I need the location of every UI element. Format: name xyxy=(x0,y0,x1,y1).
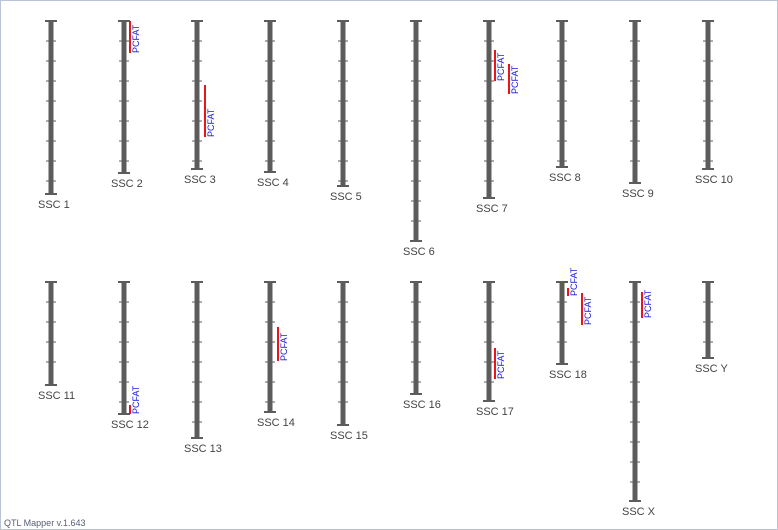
chromosome-label: SSC 18 xyxy=(549,369,587,381)
chromosome-14: SSC 14 PCFAT xyxy=(257,281,295,429)
chromosome-bar[interactable] xyxy=(413,282,419,394)
chromosome-bar[interactable] xyxy=(632,21,638,183)
chromosome-label: SSC 11 xyxy=(38,390,75,402)
chromosome-bar[interactable] xyxy=(632,282,638,501)
qtl-trait-label[interactable]: PCFAT xyxy=(131,24,141,53)
chromosome-label: SSC 1 xyxy=(38,199,70,211)
chromosome-15: SSC 15 xyxy=(330,281,368,442)
chromosome-bar[interactable] xyxy=(705,21,711,169)
chromosome-label: SSC 7 xyxy=(476,203,508,215)
chromosome-bar[interactable] xyxy=(705,282,711,358)
chromosome-bar[interactable] xyxy=(121,282,127,414)
chromosome-label: SSC 15 xyxy=(330,430,368,442)
chromosome-2: SSC 2 PCFAT xyxy=(111,20,143,190)
chromosome-19: SSC X PCFAT xyxy=(622,281,656,518)
chromosome-label: SSC 3 xyxy=(184,174,216,186)
chromosome-bar[interactable] xyxy=(194,282,200,438)
chromosome-18: SSC 18 PCFAT PCFAT xyxy=(549,267,593,381)
chromosome-5: SSC 5 xyxy=(330,20,362,203)
qtl-trait-label[interactable]: PCFAT xyxy=(496,52,506,81)
chromosome-bar[interactable] xyxy=(267,21,273,172)
chromosome-bar[interactable] xyxy=(121,21,127,173)
chromosome-bar[interactable] xyxy=(486,21,492,198)
chromosome-label: SSC 4 xyxy=(257,177,289,189)
qtl-trait-label[interactable]: PCFAT xyxy=(206,108,216,137)
version-label: QTL Mapper v.1.643 xyxy=(4,518,86,528)
chromosome-label: SSC 2 xyxy=(111,178,143,190)
chromosome-label: SSC Y xyxy=(695,363,728,375)
qtl-trait-label[interactable]: PCFAT xyxy=(131,385,141,414)
chromosome-label: SSC 9 xyxy=(622,188,654,200)
chromosome-9: SSC 9 xyxy=(622,20,654,200)
qtl-trait-label[interactable]: PCFAT xyxy=(496,350,506,379)
qtl-trait-label[interactable]: PCFAT xyxy=(643,289,653,318)
chromosome-bar[interactable] xyxy=(486,282,492,401)
chromosome-1: SSC 1 xyxy=(38,20,70,211)
qtl-trait-label[interactable]: PCFAT xyxy=(279,332,289,361)
chromosome-7: SSC 7 PCFAT PCFAT xyxy=(476,20,520,215)
chromosome-11: SSC 11 xyxy=(38,281,75,402)
qtl-trait-label[interactable]: PCFAT xyxy=(583,296,593,325)
chromosome-label: SSC 17 xyxy=(476,406,514,418)
chromosome-3: SSC 3 PCFAT xyxy=(184,20,216,186)
chromosome-label: SSC 14 xyxy=(257,417,295,429)
chromosome-16: SSC 16 xyxy=(403,281,441,411)
chromosome-bar[interactable] xyxy=(559,282,565,364)
chromosome-20: SSC Y xyxy=(695,281,728,375)
qtl-trait-label[interactable]: PCFAT xyxy=(510,65,520,94)
chromosome-label: SSC 12 xyxy=(111,419,149,431)
qtl-trait-label[interactable]: PCFAT xyxy=(569,267,579,296)
chromosome-bar[interactable] xyxy=(340,21,346,186)
chromosome-bar[interactable] xyxy=(48,282,54,385)
chromosome-10: SSC 10 xyxy=(695,20,733,186)
chromosome-label: SSC 13 xyxy=(184,443,222,455)
chromosome-bar[interactable] xyxy=(48,21,54,194)
chromosome-4: SSC 4 xyxy=(257,20,289,189)
chromosome-label: SSC 10 xyxy=(695,174,733,186)
chromosome-17: SSC 17 PCFAT xyxy=(476,281,514,418)
chromosome-label: SSC 6 xyxy=(403,246,435,258)
chromosome-bar[interactable] xyxy=(413,21,419,241)
chromosome-6: SSC 6 xyxy=(403,20,435,258)
chromosome-label: SSC 5 xyxy=(330,191,362,203)
chromosome-label: SSC 8 xyxy=(549,172,581,184)
chromosome-12: SSC 12 PCFAT xyxy=(111,281,149,431)
chromosome-bar[interactable] xyxy=(267,282,273,412)
chromosome-label: SSC X xyxy=(622,506,656,518)
chromosome-13: SSC 13 xyxy=(184,281,222,455)
chromosome-8: SSC 8 xyxy=(549,20,581,184)
chromosome-label: SSC 16 xyxy=(403,399,441,411)
chromosome-bar[interactable] xyxy=(340,282,346,425)
chromosome-bar[interactable] xyxy=(559,21,565,167)
chromosome-bar[interactable] xyxy=(194,21,200,169)
